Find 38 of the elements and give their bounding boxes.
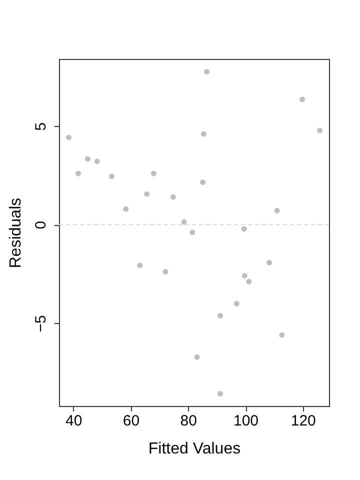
x-tick-label: 100 [233, 412, 259, 430]
point [75, 170, 81, 176]
y-tick-label: −5 [32, 315, 50, 332]
point [200, 131, 206, 137]
point [123, 206, 129, 212]
point [150, 170, 156, 176]
point [194, 354, 200, 360]
point [218, 391, 223, 397]
point [204, 69, 210, 75]
point [190, 230, 196, 236]
point [200, 179, 206, 185]
y-tick-label: 5 [32, 122, 50, 131]
point [84, 156, 90, 162]
point [234, 300, 240, 306]
point [218, 312, 223, 318]
point [246, 278, 252, 284]
y-axis-title: Residuals [8, 198, 24, 268]
point [242, 272, 248, 278]
point [300, 96, 306, 102]
point [170, 194, 176, 200]
point [137, 262, 143, 268]
x-tick-label: 120 [290, 412, 316, 430]
x-tick-label: 40 [66, 412, 82, 430]
point [181, 219, 187, 225]
point [66, 134, 72, 140]
point [241, 226, 247, 232]
point [109, 174, 115, 180]
point [279, 332, 285, 338]
x-axis-title: Fitted Values [148, 440, 241, 458]
point [144, 191, 150, 197]
point [162, 269, 168, 274]
point [317, 128, 323, 134]
y-tick-label: 0 [32, 220, 50, 230]
point [266, 260, 272, 266]
x-tick-label: 80 [180, 412, 197, 430]
point [94, 158, 100, 164]
point [274, 208, 280, 214]
x-tick-label: 60 [122, 412, 140, 430]
